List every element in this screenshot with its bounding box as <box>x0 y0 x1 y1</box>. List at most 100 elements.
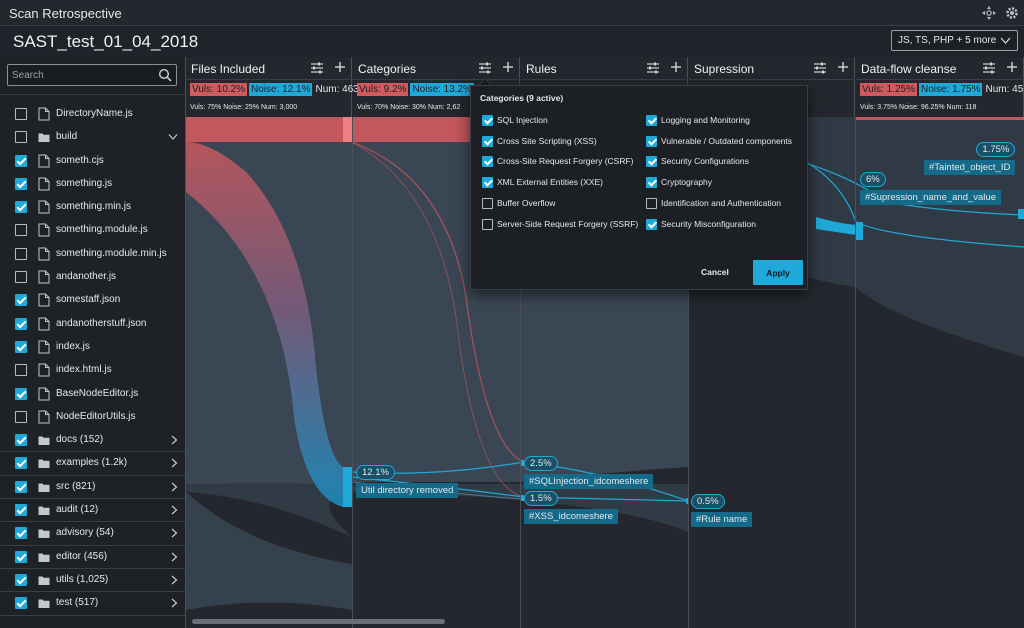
folder-row[interactable]: advisory (54) <box>0 522 185 546</box>
checkbox[interactable] <box>15 573 27 586</box>
file-row[interactable]: BaseNodeEditor.js <box>0 383 185 406</box>
tree-item-label: something.module.js <box>56 224 148 236</box>
cancel-button[interactable]: Cancel <box>701 267 729 277</box>
folder-row[interactable]: audit (12) <box>0 499 185 523</box>
chip-name: #SQLInjection_idcomeshere <box>524 474 654 489</box>
checkbox[interactable] <box>15 410 27 423</box>
flow-thread <box>856 117 1024 120</box>
folder-icon <box>38 553 50 562</box>
checkbox[interactable] <box>15 387 27 400</box>
column-header-divider <box>689 79 855 80</box>
chevron-right-icon[interactable] <box>170 575 178 585</box>
checkbox[interactable] <box>15 154 27 167</box>
checkbox[interactable] <box>15 527 27 540</box>
chip-name: #XSS_idcomeshere <box>524 509 618 524</box>
checkbox[interactable] <box>15 434 27 447</box>
category-checkbox[interactable] <box>482 156 493 167</box>
category-checkbox[interactable] <box>482 136 493 147</box>
file-row[interactable]: something.min.js <box>0 196 185 219</box>
file-row[interactable]: someth.cjs <box>0 150 185 173</box>
file-row[interactable]: index.html.js <box>0 359 185 382</box>
chevron-right-icon[interactable] <box>170 435 178 445</box>
checkbox[interactable] <box>15 317 27 330</box>
file-row[interactable]: something.js <box>0 173 185 196</box>
category-checkbox[interactable] <box>646 198 657 209</box>
column-stats: Vuls: 9.2%Noise: 13.2%N <box>357 83 484 96</box>
checkbox[interactable] <box>15 131 27 144</box>
gear-icon[interactable] <box>1003 4 1021 22</box>
category-checkbox[interactable] <box>482 115 493 126</box>
plus-icon[interactable] <box>670 61 682 73</box>
category-checkbox[interactable] <box>482 219 493 230</box>
chip-name: Util directory removed <box>356 483 459 498</box>
apply-button[interactable]: Apply <box>753 260 803 285</box>
sqlinjection-chip[interactable]: 2.5% #SQLInjection_idcomeshere <box>524 456 654 489</box>
checkbox[interactable] <box>15 108 27 120</box>
chevron-down-icon[interactable] <box>168 133 178 141</box>
file-row[interactable]: something.module.js <box>0 219 185 242</box>
plus-icon[interactable] <box>502 61 514 73</box>
folder-row[interactable]: test (517) <box>0 592 185 616</box>
checkbox[interactable] <box>15 177 27 190</box>
folder-row[interactable]: docs (152) <box>0 429 185 453</box>
folder-row[interactable]: build <box>0 126 185 149</box>
category-checkbox[interactable] <box>646 156 657 167</box>
folder-row[interactable]: utils (1,025) <box>0 569 185 593</box>
checkbox[interactable] <box>15 457 27 470</box>
folder-row[interactable]: src (821) <box>0 476 185 500</box>
file-row[interactable]: somestaff.json <box>0 289 185 312</box>
file-row[interactable]: andanother.js <box>0 266 185 289</box>
title-bar: Scan Retrospective <box>0 0 1024 26</box>
chevron-right-icon[interactable] <box>170 552 178 562</box>
category-checkbox[interactable] <box>482 198 493 209</box>
tainted-object-chip[interactable]: 1.75% #Tainted_object_ID <box>924 142 1016 175</box>
category-checkbox[interactable] <box>646 219 657 230</box>
folder-row[interactable]: editor (456) <box>0 546 185 569</box>
checkbox[interactable] <box>15 224 27 237</box>
chevron-right-icon[interactable] <box>170 458 178 468</box>
folder-icon <box>38 459 50 469</box>
category-checkbox[interactable] <box>646 115 657 126</box>
file-row[interactable]: andanotherstuff.json <box>0 313 185 336</box>
horizontal-scrollbar[interactable] <box>192 619 445 624</box>
category-checkbox[interactable] <box>646 177 657 188</box>
xss-chip[interactable]: 1.5% #XSS_idcomeshere <box>524 491 618 524</box>
search-icon[interactable] <box>158 68 172 82</box>
chevron-right-icon[interactable] <box>170 505 178 515</box>
checkbox[interactable] <box>15 364 27 377</box>
checkbox[interactable] <box>15 294 27 307</box>
checkbox[interactable] <box>15 247 27 260</box>
chevron-right-icon[interactable] <box>170 528 178 538</box>
filter-icon[interactable] <box>813 62 827 74</box>
checkbox[interactable] <box>15 340 27 353</box>
rule-name-chip[interactable]: 0.5% #Rule name <box>691 494 753 527</box>
filter-icon[interactable] <box>982 62 996 74</box>
filter-icon[interactable] <box>646 62 660 74</box>
checkbox[interactable] <box>15 201 27 214</box>
category-checkbox[interactable] <box>646 136 657 147</box>
checkbox[interactable] <box>15 271 27 284</box>
util-directory-chip[interactable]: 12.1% Util directory removed <box>356 465 459 498</box>
move-icon[interactable] <box>980 4 998 22</box>
filter-icon[interactable] <box>478 62 492 74</box>
search-box[interactable] <box>7 64 177 86</box>
file-row[interactable]: NodeEditorUtils.js <box>0 406 185 429</box>
checkbox[interactable] <box>15 550 27 563</box>
checkbox[interactable] <box>15 504 27 517</box>
file-row[interactable]: DirectoryName.js <box>0 103 185 126</box>
chevron-right-icon[interactable] <box>170 598 178 608</box>
file-row[interactable]: something.module.min.js <box>0 243 185 266</box>
plus-icon[interactable] <box>334 61 346 73</box>
plus-icon[interactable] <box>837 61 849 73</box>
category-checkbox[interactable] <box>482 177 493 188</box>
filter-icon[interactable] <box>310 62 324 74</box>
language-select[interactable]: JS, TS, PHP + 5 more <box>891 30 1018 51</box>
chevron-right-icon[interactable] <box>170 482 178 492</box>
checkbox[interactable] <box>15 480 27 493</box>
search-input[interactable] <box>12 68 152 83</box>
checkbox[interactable] <box>15 597 27 610</box>
folder-row[interactable]: examples (1.2k) <box>0 452 185 476</box>
plus-icon[interactable] <box>1006 61 1018 73</box>
supression-chip[interactable]: 6% #Supression_name_and_value <box>860 172 1001 205</box>
file-row[interactable]: index.js <box>0 336 185 359</box>
